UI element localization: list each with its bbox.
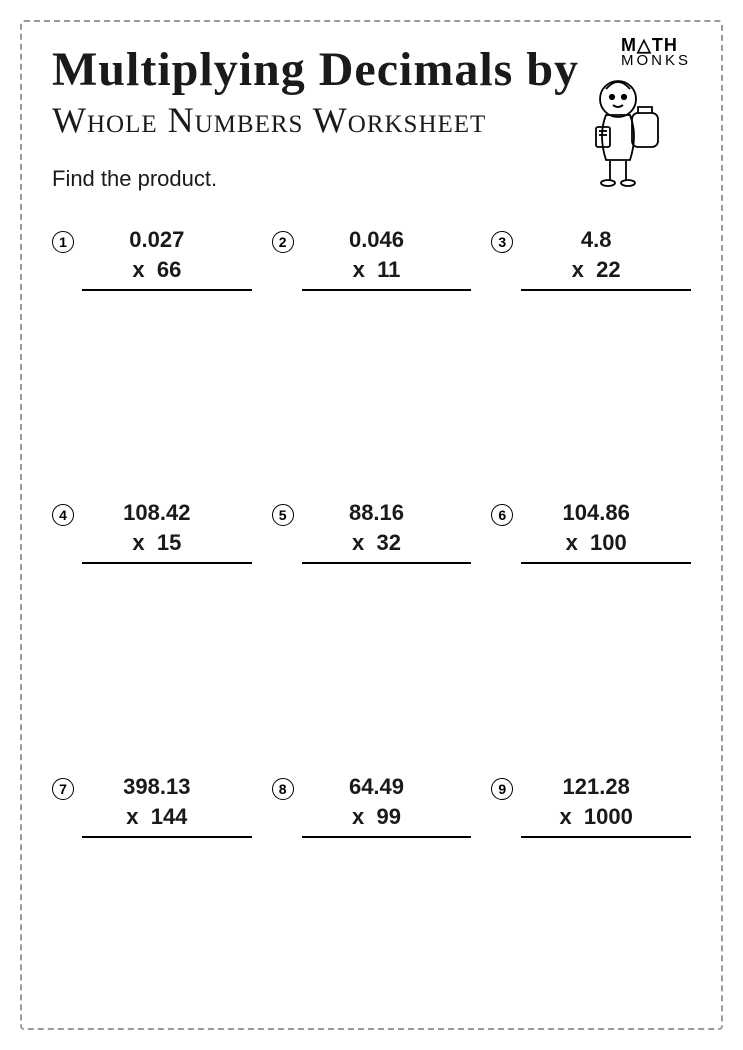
multiplier: 1000 — [584, 804, 633, 829]
problem-body: 0.027 x 66 — [82, 227, 252, 291]
multiplier-row: x 11 — [302, 257, 472, 291]
operator: x — [353, 257, 365, 282]
multiplier: 144 — [151, 804, 188, 829]
problem-number-badge: 4 — [52, 504, 74, 526]
multiplier: 11 — [377, 257, 400, 282]
multiplicand: 0.046 — [302, 227, 472, 253]
multiplier-row: x 144 — [82, 804, 252, 838]
operator: x — [352, 804, 364, 829]
problem-body: 88.16 x 32 — [302, 500, 472, 564]
problem-number-badge: 7 — [52, 778, 74, 800]
multiplier-row: x 22 — [521, 257, 691, 291]
operator: x — [126, 804, 138, 829]
multiplier: 32 — [376, 530, 400, 555]
problem-grid: 1 0.027 x 66 2 0.046 x 11 3 4.8 x 22 4 1… — [52, 227, 691, 947]
student-mascot-icon — [566, 67, 676, 187]
problem-number-badge: 9 — [491, 778, 513, 800]
problem-cell: 9 121.28 x 1000 — [491, 774, 691, 947]
problem-cell: 7 398.13 x 144 — [52, 774, 252, 947]
operator: x — [132, 530, 144, 555]
header: M△TH MONKS Multiplying Decimals by — [52, 42, 691, 141]
problem-body: 108.42 x 15 — [82, 500, 252, 564]
problem-body: 104.86 x 100 — [521, 500, 691, 564]
problem-cell: 3 4.8 x 22 — [491, 227, 691, 400]
problem-number-badge: 5 — [272, 504, 294, 526]
problem-body: 64.49 x 99 — [302, 774, 472, 838]
problem-cell: 2 0.046 x 11 — [272, 227, 472, 400]
multiplicand: 398.13 — [82, 774, 252, 800]
problem-number-badge: 1 — [52, 231, 74, 253]
operator: x — [566, 530, 578, 555]
multiplier-row: x 100 — [521, 530, 691, 564]
problem-number-badge: 2 — [272, 231, 294, 253]
multiplier-row: x 32 — [302, 530, 472, 564]
multiplicand: 88.16 — [302, 500, 472, 526]
problem-number-badge: 6 — [491, 504, 513, 526]
multiplicand: 108.42 — [82, 500, 252, 526]
problem-cell: 5 88.16 x 32 — [272, 500, 472, 673]
multiplicand: 104.86 — [521, 500, 691, 526]
problem-body: 121.28 x 1000 — [521, 774, 691, 838]
multiplicand: 64.49 — [302, 774, 472, 800]
operator: x — [559, 804, 571, 829]
multiplier: 22 — [596, 257, 620, 282]
operator: x — [352, 530, 364, 555]
problem-cell: 4 108.42 x 15 — [52, 500, 252, 673]
multiplier-row: x 66 — [82, 257, 252, 291]
problem-number-badge: 3 — [491, 231, 513, 253]
multiplier: 99 — [376, 804, 400, 829]
multiplier-row: x 99 — [302, 804, 472, 838]
problem-cell: 8 64.49 x 99 — [272, 774, 472, 947]
problem-cell: 6 104.86 x 100 — [491, 500, 691, 673]
multiplicand: 4.8 — [521, 227, 691, 253]
multiplicand: 121.28 — [521, 774, 691, 800]
brand-logo: M△TH MONKS — [621, 37, 691, 68]
multiplier: 15 — [157, 530, 181, 555]
multiplier: 100 — [590, 530, 627, 555]
problem-number-badge: 8 — [272, 778, 294, 800]
multiplier-row: x 1000 — [521, 804, 691, 838]
problem-cell: 1 0.027 x 66 — [52, 227, 252, 400]
problem-body: 0.046 x 11 — [302, 227, 472, 291]
multiplier: 66 — [157, 257, 181, 282]
page-border: M△TH MONKS Multiplying Decimals by — [20, 20, 723, 1030]
problem-body: 398.13 x 144 — [82, 774, 252, 838]
multiplier-row: x 15 — [82, 530, 252, 564]
multiplicand: 0.027 — [82, 227, 252, 253]
operator: x — [132, 257, 144, 282]
operator: x — [572, 257, 584, 282]
problem-body: 4.8 x 22 — [521, 227, 691, 291]
